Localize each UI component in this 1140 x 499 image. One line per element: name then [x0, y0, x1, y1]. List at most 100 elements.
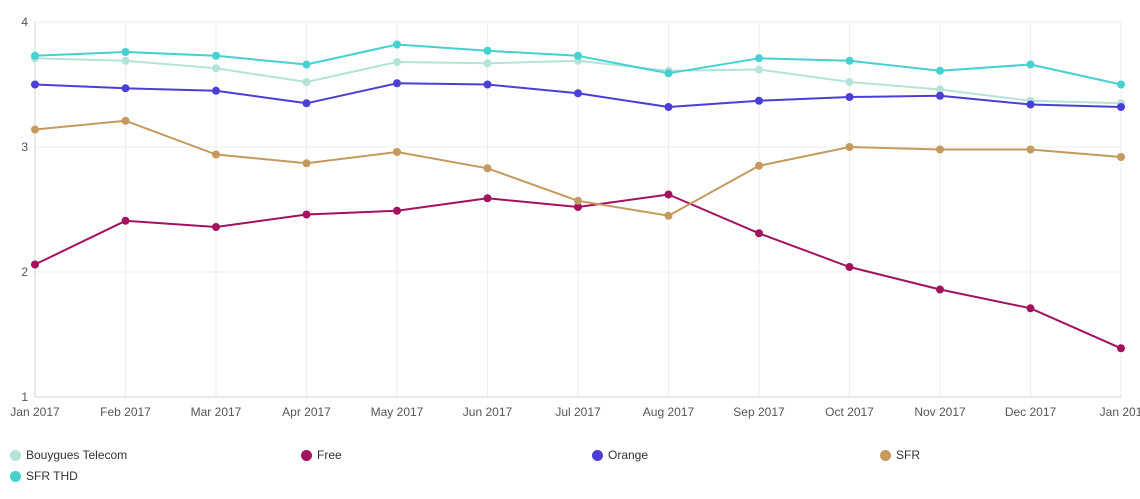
data-point[interactable]	[664, 69, 673, 78]
data-point[interactable]	[845, 56, 854, 65]
legend: Bouygues Telecom Free Orange SFR SFR THD	[0, 448, 1140, 492]
data-point[interactable]	[845, 93, 854, 101]
y-tick-label: 1	[21, 390, 28, 404]
data-point[interactable]	[121, 84, 130, 93]
data-point[interactable]	[393, 206, 401, 215]
data-point[interactable]	[393, 58, 401, 66]
data-point[interactable]	[845, 263, 854, 271]
data-point[interactable]	[845, 143, 854, 151]
x-tick-label: May 2017	[371, 405, 424, 419]
data-point[interactable]	[393, 79, 401, 88]
data-point[interactable]	[664, 211, 673, 220]
data-point[interactable]	[936, 66, 944, 75]
x-tick-label: Jun 2017	[463, 405, 513, 419]
data-point[interactable]	[31, 51, 39, 60]
y-tick-label: 4	[21, 15, 28, 29]
data-point[interactable]	[393, 148, 401, 156]
data-point[interactable]	[483, 194, 492, 203]
data-point[interactable]	[302, 159, 311, 168]
data-point[interactable]	[212, 51, 220, 60]
x-tick-label: Dec 2017	[1005, 405, 1057, 419]
data-point[interactable]	[936, 285, 944, 294]
data-point[interactable]	[121, 116, 130, 125]
data-point[interactable]	[1026, 145, 1035, 154]
data-point[interactable]	[1117, 344, 1125, 353]
data-point[interactable]	[664, 103, 673, 111]
legend-label: SFR THD	[26, 469, 78, 483]
legend-item-sfr[interactable]: SFR	[880, 448, 920, 462]
x-tick-label: Jul 2017	[555, 405, 601, 419]
data-point[interactable]	[302, 60, 311, 69]
data-point[interactable]	[574, 196, 582, 205]
series-lines	[31, 40, 1125, 353]
data-point[interactable]	[664, 190, 673, 199]
data-point[interactable]	[121, 48, 130, 56]
data-point[interactable]	[1117, 80, 1125, 89]
data-point[interactable]	[755, 54, 763, 63]
x-tick-label: Mar 2017	[191, 405, 242, 419]
data-point[interactable]	[212, 64, 220, 73]
legend-marker-icon	[301, 449, 312, 461]
data-point[interactable]	[483, 80, 492, 89]
legend-label: Bouygues Telecom	[26, 448, 128, 462]
x-tick-label: Jan 2017	[10, 405, 60, 419]
data-point[interactable]	[845, 78, 854, 86]
data-point[interactable]	[121, 216, 130, 225]
y-tick-label: 3	[21, 140, 28, 154]
y-tick-label: 2	[21, 265, 28, 279]
data-point[interactable]	[574, 51, 582, 60]
data-point[interactable]	[31, 80, 39, 89]
data-point[interactable]	[212, 150, 220, 159]
data-point[interactable]	[302, 99, 311, 108]
legend-label: SFR	[896, 448, 920, 462]
data-point[interactable]	[1117, 103, 1125, 111]
data-point[interactable]	[302, 210, 311, 219]
legend-marker-icon	[10, 449, 21, 461]
data-point[interactable]	[31, 260, 39, 269]
data-point[interactable]	[1026, 100, 1035, 109]
data-point[interactable]	[121, 56, 130, 65]
series-sfr-thd[interactable]	[31, 40, 1125, 89]
data-point[interactable]	[936, 145, 944, 154]
data-point[interactable]	[393, 40, 401, 49]
data-point[interactable]	[574, 89, 582, 98]
x-tick-label: Feb 2017	[100, 405, 151, 419]
legend-label: Free	[317, 448, 342, 462]
data-point[interactable]	[755, 161, 763, 170]
x-tick-label: Apr 2017	[282, 405, 331, 419]
legend-label: Orange	[608, 448, 649, 462]
data-point[interactable]	[483, 164, 492, 173]
data-point[interactable]	[1026, 60, 1035, 69]
data-point[interactable]	[31, 125, 39, 134]
legend-marker-icon	[10, 470, 21, 482]
data-point[interactable]	[755, 96, 763, 105]
data-point[interactable]	[936, 91, 944, 100]
legend-item-free[interactable]: Free	[301, 448, 342, 462]
legend-marker-icon	[880, 449, 891, 461]
data-point[interactable]	[212, 86, 220, 95]
legend-item-orange[interactable]: Orange	[592, 448, 648, 462]
legend-item-sfr-thd[interactable]: SFR THD	[10, 469, 78, 483]
series-sfr[interactable]	[31, 116, 1125, 220]
x-tick-label: Sep 2017	[733, 405, 785, 419]
data-point[interactable]	[483, 46, 492, 55]
data-point[interactable]	[755, 229, 763, 238]
series-free[interactable]	[31, 190, 1125, 353]
x-tick-label: Jan 201	[1100, 405, 1140, 419]
series-orange[interactable]	[31, 79, 1125, 111]
x-tick-label: Aug 2017	[643, 405, 695, 419]
data-point[interactable]	[302, 78, 311, 86]
data-point[interactable]	[936, 85, 944, 94]
x-tick-label: Nov 2017	[914, 405, 966, 419]
x-tick-label: Oct 2017	[825, 405, 874, 419]
axes: 1 2 3 4 Jan 2017 Feb 2017 Mar 2017 Apr 2017 May …	[10, 15, 1140, 419]
data-point[interactable]	[574, 203, 582, 211]
data-point[interactable]	[212, 223, 220, 231]
data-point[interactable]	[1117, 153, 1125, 161]
legend-marker-icon	[592, 449, 603, 461]
data-point[interactable]	[1026, 304, 1035, 313]
data-point[interactable]	[755, 65, 763, 74]
legend-item-bouygues-telecom[interactable]: Bouygues Telecom	[10, 448, 127, 462]
data-point[interactable]	[483, 59, 492, 68]
